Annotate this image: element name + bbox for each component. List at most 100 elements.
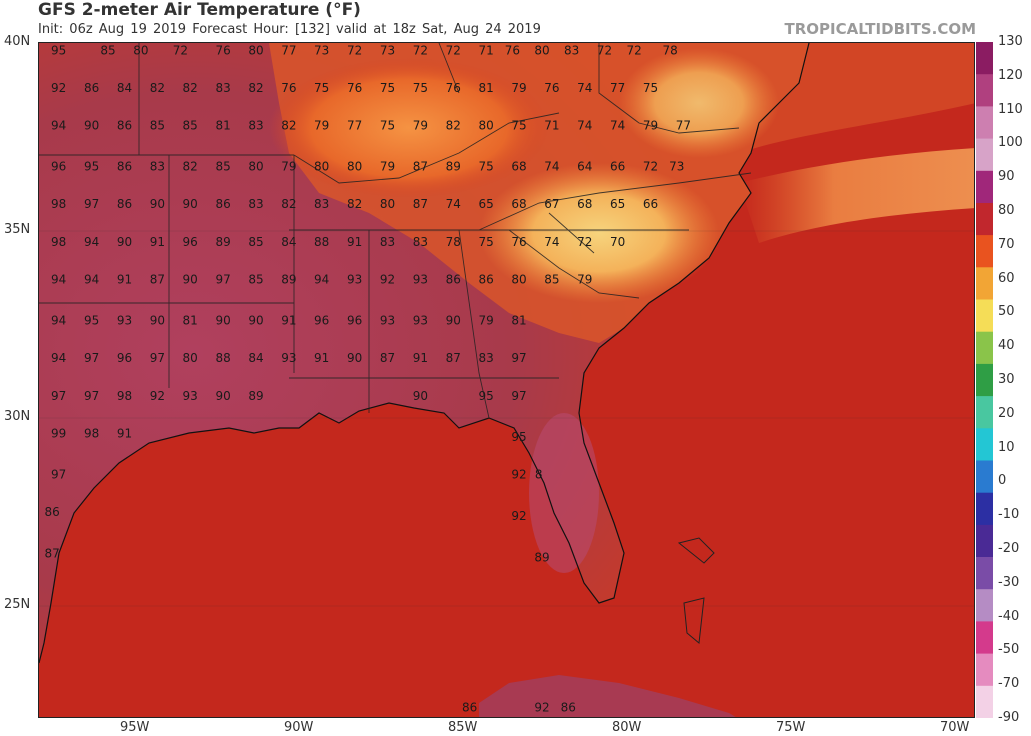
colorbar-segment: [976, 267, 993, 301]
temperature-value: 91: [413, 351, 428, 365]
temperature-value: 98: [84, 426, 99, 440]
temperature-map: 95 85 80 72 76 80 77 73 72 73 72 72 71 76 80 83 72 72 78 92…: [38, 42, 975, 718]
temperature-value: 83: [248, 118, 263, 132]
brand-watermark: TROPICALTIDBITS.COM: [784, 20, 977, 38]
temperature-value: 94: [51, 118, 66, 132]
temperature-colorbar: [976, 42, 993, 719]
temperature-value: 67: [544, 197, 559, 211]
temperature-value: 80: [534, 43, 549, 57]
colorbar-label: 70: [998, 236, 1015, 252]
temperature-value: 79: [380, 160, 395, 174]
temperature-value: 94: [51, 351, 66, 365]
temperature-value: 91: [347, 235, 362, 249]
colorbar-segment: [976, 106, 993, 140]
colorbar-segment: [976, 331, 993, 365]
colorbar-segment: [976, 170, 993, 204]
temperature-value: 82: [183, 81, 198, 95]
temperature-value: 66: [643, 197, 658, 211]
temperature-value: 98: [51, 235, 66, 249]
temperature-value: 81: [478, 81, 493, 95]
temperature-value: 83: [314, 197, 329, 211]
florida-hot-interior: [529, 413, 599, 573]
temperature-value: 77: [610, 81, 625, 95]
colorbar-segment: [976, 653, 993, 687]
colorbar-label: 0: [998, 473, 1007, 489]
temperature-value: 89: [248, 389, 263, 403]
colorbar-label: 130: [998, 34, 1023, 49]
temperature-value: 95: [84, 314, 99, 328]
temperature-value: 76: [281, 81, 296, 95]
temperature-value: 86: [84, 81, 99, 95]
temperature-value: 80: [133, 43, 148, 57]
temperature-value: 86: [117, 197, 132, 211]
temperature-value: 72: [643, 160, 658, 174]
lat-label-25n: 25N: [4, 597, 31, 612]
temperature-value: 82: [281, 118, 296, 132]
temperature-value: 99: [51, 426, 66, 440]
temperature-value: 70: [610, 235, 625, 249]
temperature-value: 94: [314, 272, 329, 286]
temperature-value: 74: [610, 118, 625, 132]
temperature-value: 96: [51, 160, 66, 174]
temperature-value: 90: [150, 197, 165, 211]
temperature-value: 95: [511, 430, 526, 444]
temperature-value: 93: [380, 314, 395, 328]
temperature-value: 87: [413, 160, 428, 174]
temperature-value: 90: [413, 389, 428, 403]
temperature-value: 90: [248, 314, 263, 328]
temperature-value: 89: [281, 272, 296, 286]
temperature-value: 74: [446, 197, 461, 211]
lon-label-85w: 85W: [448, 720, 478, 735]
temperature-value: 94: [51, 314, 66, 328]
temperature-value: 88: [215, 351, 230, 365]
temperature-value: 74: [544, 235, 559, 249]
temperature-value: 65: [478, 197, 493, 211]
temperature-value: 82: [150, 81, 165, 95]
temperature-value: 92: [380, 272, 395, 286]
temperature-value: 93: [281, 351, 296, 365]
temperature-value: 81: [215, 118, 230, 132]
colorbar-label: -10: [998, 507, 1020, 523]
temperature-value: 92: [511, 509, 526, 523]
temperature-value: 93: [413, 314, 428, 328]
temperature-value: 81: [511, 314, 526, 328]
temperature-value: 89: [534, 550, 549, 564]
temperature-value: 97: [84, 197, 99, 211]
colorbar-segment: [976, 235, 993, 269]
colorbar-label: -40: [998, 608, 1020, 624]
colorbar-segment: [976, 428, 993, 462]
temperature-value: 73: [314, 43, 329, 57]
temperature-value: 68: [577, 197, 592, 211]
temperature-value: 83: [564, 43, 579, 57]
temperature-value: 80: [478, 118, 493, 132]
temperature-value: 64: [577, 160, 592, 174]
temperature-value: 85: [150, 118, 165, 132]
colorbar-segment: [976, 363, 993, 398]
temperature-value: 75: [380, 81, 395, 95]
temperature-value: 72: [446, 43, 461, 57]
colorbar-segment: [976, 42, 993, 76]
temperature-value: 72: [597, 43, 612, 57]
temperature-value: 76: [505, 43, 520, 57]
graticule: [39, 230, 974, 607]
temperature-value: 91: [281, 314, 296, 328]
temperature-value: 96: [117, 351, 132, 365]
temperature-value: 86: [117, 118, 132, 132]
colorbar-segment: [976, 589, 993, 623]
temperature-value: 82: [183, 160, 198, 174]
atlantic-warm-streak: [739, 148, 974, 243]
temperature-value: 68: [511, 160, 526, 174]
temperature-value: 87: [446, 351, 461, 365]
temperature-value: 98: [51, 197, 66, 211]
temperature-value: 79: [281, 160, 296, 174]
temperature-value: 75: [478, 160, 493, 174]
temperature-value: 97: [84, 389, 99, 403]
colorbar-label: 10: [998, 439, 1015, 455]
colorbar-label: 50: [998, 304, 1015, 320]
temperature-value: 76: [347, 81, 362, 95]
coastline: [39, 43, 810, 664]
temperature-value: 76: [446, 81, 461, 95]
colorbar-label: 40: [998, 338, 1015, 354]
temperature-value: 83: [380, 235, 395, 249]
colorbar-label: 90: [998, 169, 1015, 185]
